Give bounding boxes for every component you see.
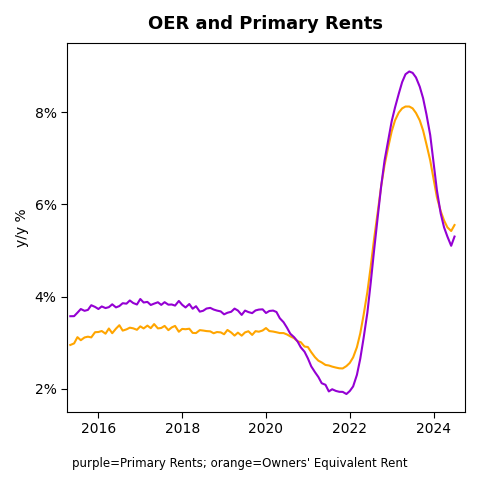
Y-axis label: y/y %: y/y % bbox=[15, 208, 29, 247]
Text: purple=Primary Rents; orange=Owners' Equivalent Rent: purple=Primary Rents; orange=Owners' Equ… bbox=[72, 457, 408, 470]
Title: OER and Primary Rents: OER and Primary Rents bbox=[148, 15, 384, 33]
